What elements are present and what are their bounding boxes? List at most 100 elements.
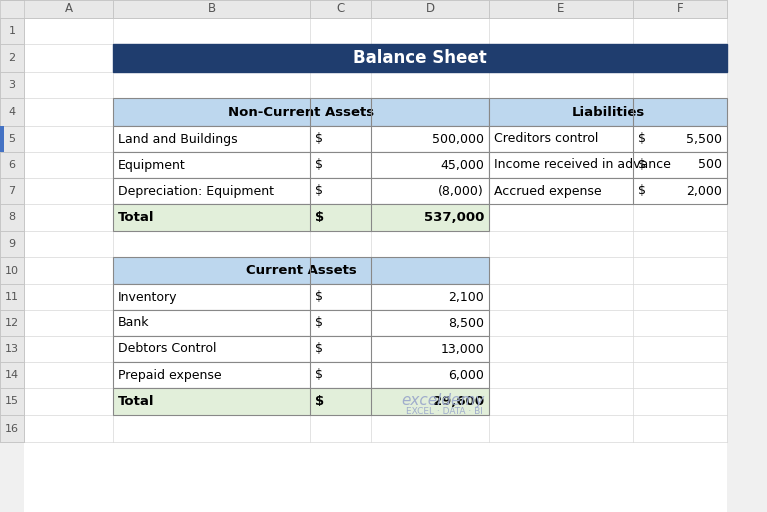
Text: Bank: Bank — [118, 316, 150, 330]
Bar — [0, 257, 24, 284]
Bar — [0, 72, 24, 98]
Bar — [0, 231, 24, 257]
Bar — [0, 178, 24, 204]
Bar — [113, 152, 489, 178]
Text: 45,000: 45,000 — [440, 159, 484, 172]
Text: 500: 500 — [698, 159, 722, 172]
Bar — [489, 98, 727, 126]
Text: Equipment: Equipment — [118, 159, 186, 172]
Text: Inventory: Inventory — [118, 290, 177, 304]
Text: 9: 9 — [8, 239, 15, 249]
Text: $: $ — [315, 316, 323, 330]
Text: 6: 6 — [8, 160, 15, 170]
Bar — [0, 336, 24, 362]
Text: Total: Total — [118, 395, 154, 408]
Text: Liabilities: Liabilities — [571, 105, 644, 118]
Bar — [113, 178, 489, 204]
Bar — [113, 126, 489, 152]
Text: 10: 10 — [5, 266, 19, 275]
Text: $: $ — [315, 159, 323, 172]
Bar — [371, 0, 489, 18]
Bar — [489, 126, 727, 152]
Bar — [0, 415, 24, 442]
Text: $: $ — [638, 133, 646, 145]
Text: E: E — [558, 3, 565, 15]
Bar — [0, 126, 4, 152]
Bar — [24, 0, 113, 18]
Text: 5,500: 5,500 — [686, 133, 722, 145]
Text: C: C — [337, 3, 344, 15]
Bar — [0, 204, 24, 231]
Text: 14: 14 — [5, 370, 19, 380]
Text: 16: 16 — [5, 423, 19, 434]
Bar — [0, 126, 24, 152]
Bar — [0, 98, 24, 126]
Text: $: $ — [638, 159, 646, 172]
Text: Total: Total — [118, 211, 154, 224]
Text: 11: 11 — [5, 292, 19, 302]
Text: 1: 1 — [8, 26, 15, 36]
Text: Creditors control: Creditors control — [494, 133, 598, 145]
Bar — [0, 18, 24, 442]
Text: 6,000: 6,000 — [448, 369, 484, 381]
Text: 8,500: 8,500 — [448, 316, 484, 330]
Bar — [489, 152, 727, 178]
Text: 15: 15 — [5, 396, 19, 407]
Bar — [113, 0, 310, 18]
Text: Balance Sheet: Balance Sheet — [353, 49, 487, 67]
Bar — [0, 362, 24, 388]
Text: 2,100: 2,100 — [448, 290, 484, 304]
Text: 8: 8 — [8, 212, 15, 223]
Bar — [0, 44, 24, 72]
Text: 29,600: 29,600 — [433, 395, 484, 408]
Bar — [310, 0, 371, 18]
Text: $: $ — [315, 290, 323, 304]
Text: Income received in advance: Income received in advance — [494, 159, 671, 172]
Bar — [0, 152, 24, 178]
Bar — [0, 284, 24, 310]
Text: $: $ — [315, 133, 323, 145]
Text: 7: 7 — [8, 186, 15, 196]
Text: EXCEL · DATA · BI: EXCEL · DATA · BI — [406, 407, 483, 416]
Text: 5: 5 — [8, 134, 15, 144]
Text: $: $ — [315, 211, 324, 224]
Bar — [113, 44, 727, 72]
Text: D: D — [426, 3, 435, 15]
Text: exceldemy: exceldemy — [401, 393, 484, 408]
Text: $: $ — [315, 369, 323, 381]
Text: 13: 13 — [5, 344, 19, 354]
Text: Current Assets: Current Assets — [245, 264, 357, 277]
Text: Debtors Control: Debtors Control — [118, 343, 216, 355]
Bar — [489, 0, 633, 18]
Bar — [633, 0, 727, 18]
Text: $: $ — [315, 184, 323, 198]
Text: 2,000: 2,000 — [686, 184, 722, 198]
Text: 500,000: 500,000 — [432, 133, 484, 145]
Bar — [113, 336, 489, 362]
Text: $: $ — [638, 184, 646, 198]
Text: Accrued expense: Accrued expense — [494, 184, 601, 198]
Text: Land and Buildings: Land and Buildings — [118, 133, 238, 145]
Bar — [113, 98, 489, 126]
Text: 13,000: 13,000 — [440, 343, 484, 355]
Text: Prepaid expense: Prepaid expense — [118, 369, 222, 381]
Text: 537,000: 537,000 — [423, 211, 484, 224]
Bar — [489, 178, 727, 204]
Text: F: F — [676, 3, 683, 15]
Text: 4: 4 — [8, 107, 15, 117]
Text: 3: 3 — [8, 80, 15, 90]
Bar — [0, 388, 24, 415]
Text: A: A — [64, 3, 73, 15]
Text: Non-Current Assets: Non-Current Assets — [228, 105, 374, 118]
Text: Depreciation: Equipment: Depreciation: Equipment — [118, 184, 274, 198]
Text: $: $ — [315, 343, 323, 355]
Bar — [113, 284, 489, 310]
Text: (8,000): (8,000) — [438, 184, 484, 198]
Bar — [0, 18, 24, 44]
Text: 2: 2 — [8, 53, 15, 63]
Bar — [0, 310, 24, 336]
Bar — [0, 0, 727, 18]
Bar — [113, 362, 489, 388]
Text: $: $ — [315, 395, 324, 408]
Text: B: B — [207, 3, 216, 15]
